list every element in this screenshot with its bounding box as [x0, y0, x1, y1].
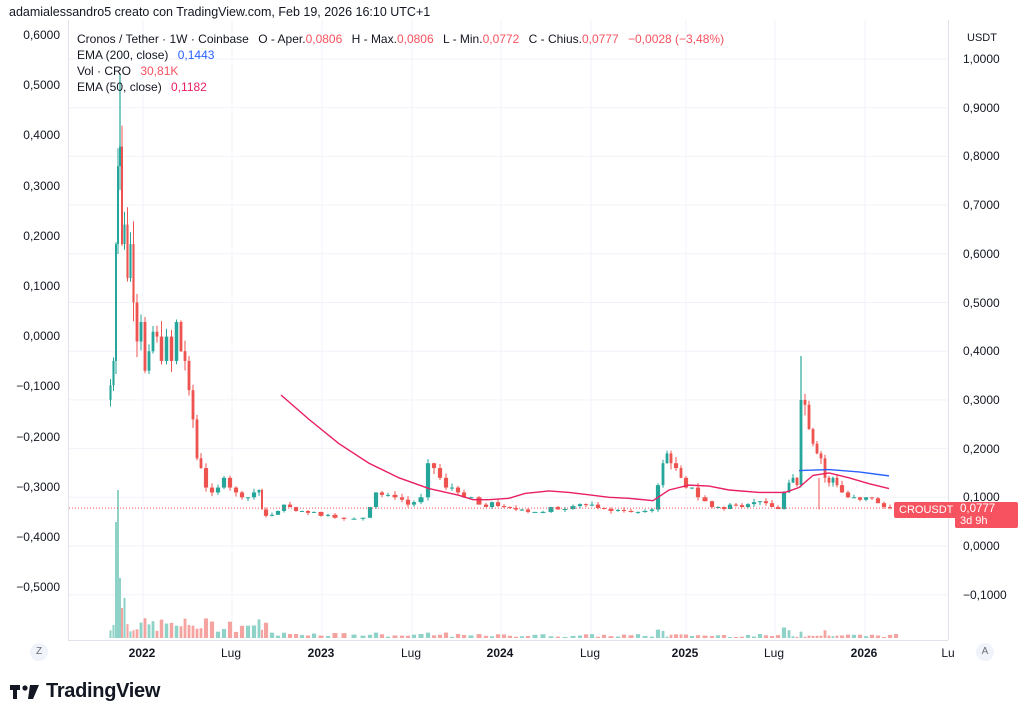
high-value: 0,0806: [396, 32, 434, 46]
ema50-row[interactable]: EMA (50, close) 0,1182: [77, 79, 724, 95]
time-axis-tick: 2025: [671, 646, 699, 660]
tradingview-logo[interactable]: TradingView: [10, 680, 160, 703]
ohlc-row: Cronos / Tether · 1W · Coinbase O - Aper…: [77, 31, 724, 47]
currency-unit-label: USDT: [967, 32, 997, 44]
left-axis-tick: 0,5000: [23, 78, 60, 93]
time-axis-tick: 2024: [486, 646, 514, 660]
tradingview-logo-icon: [10, 684, 39, 699]
bar-countdown: 3d 9h: [960, 515, 988, 527]
right-axis-tick: 0,4000: [963, 344, 1000, 359]
ema200-row[interactable]: EMA (200, close) 0,1443: [77, 47, 724, 63]
right-axis-tick: −0,1000: [963, 587, 1007, 602]
right-axis-tick: 1,0000: [963, 52, 1000, 66]
left-axis-tick: 0,2000: [23, 228, 60, 243]
close-label: C - Chius.: [528, 32, 582, 46]
left-axis-tick: −0,1000: [16, 379, 60, 394]
left-axis-tick: 0,4000: [23, 128, 60, 143]
chart-credit: adamialessandro5 creato con TradingView.…: [9, 5, 431, 19]
right-axis-tick: 0,9000: [963, 100, 1000, 115]
last-price-tag: 0,0777 3d 9h: [955, 502, 1018, 528]
ema200-label: EMA (200, close): [77, 48, 169, 62]
time-axis-tick: 2022: [128, 646, 156, 660]
ema200-value: 0,1443: [177, 48, 215, 62]
time-axis[interactable]: 2022 Lug 2023 Lug 2024 Lug 2025 Lug 2026 Lu: [68, 640, 955, 665]
right-axis-tick: 0,7000: [963, 198, 1000, 213]
left-axis-tick: −0,3000: [16, 479, 60, 494]
high-label: H - Max.: [351, 32, 397, 46]
symbol-price-tag: CROUSDT: [894, 502, 959, 518]
chart-legend: Cronos / Tether · 1W · Coinbase O - Aper…: [77, 31, 724, 95]
right-axis-tick: 0,2000: [963, 441, 1000, 456]
volume-value: 30,81K: [140, 64, 179, 78]
candlestick-chart: [69, 20, 949, 640]
ema50-label: EMA (50, close): [77, 80, 162, 94]
right-axis-tick: 0,0000: [963, 539, 1000, 553]
right-axis-tick: 0,1000: [963, 490, 1000, 505]
right-axis-tick: 0,3000: [963, 392, 1000, 407]
time-axis-tick: 2026: [850, 646, 878, 660]
left-axis-tick: 0,6000: [23, 28, 60, 42]
time-axis-tick: 2023: [307, 646, 335, 660]
left-price-axis[interactable]: 0,6000 0,5000 0,4000 0,3000 0,2000 0,1000 0,00…: [0, 20, 68, 640]
left-axis-tick: −0,5000: [16, 580, 60, 595]
low-value: 0,0772: [482, 32, 520, 46]
left-axis-tick: 0,1000: [23, 279, 60, 293]
right-price-axis[interactable]: USDT 1,0000 0,9000 0,8000 0,7000 0,6000 0,500…: [948, 20, 1015, 640]
time-axis-tick: Lu: [941, 646, 955, 660]
right-axis-tick: 0,8000: [963, 149, 1000, 164]
ema50-value: 0,1182: [171, 80, 207, 94]
left-axis-tick: −0,4000: [16, 530, 60, 544]
tradingview-logo-text: TradingView: [46, 680, 161, 702]
symbol-tag-label: CROUSDT: [899, 504, 954, 516]
auto-scale-button[interactable]: A: [976, 643, 994, 661]
zoom-reset-button[interactable]: Z: [30, 643, 48, 661]
change-value: −0,0028 (−3,48%): [628, 32, 725, 46]
last-price-value: 0,0777: [960, 503, 996, 515]
left-axis-tick: 0,0000: [23, 329, 60, 344]
chart-plot-area[interactable]: [68, 20, 949, 640]
time-axis-tick: Lug: [579, 646, 601, 660]
open-value: 0,0806: [305, 32, 343, 46]
time-axis-tick: Lug: [763, 646, 785, 660]
right-axis-tick: 0,6000: [963, 246, 1000, 261]
left-axis-tick: 0,3000: [23, 178, 60, 193]
symbol-title[interactable]: Cronos / Tether · 1W · Coinbase: [77, 32, 249, 46]
right-axis-tick: 0,5000: [963, 295, 1000, 310]
volume-label: Vol · CRO: [77, 64, 132, 78]
open-label: O - Aper.: [258, 32, 306, 46]
volume-row[interactable]: Vol · CRO 30,81K: [77, 63, 724, 79]
low-label: L - Min.: [443, 32, 483, 46]
left-axis-tick: −0,2000: [16, 429, 60, 444]
time-axis-tick: Lug: [220, 646, 242, 660]
close-value: 0,0777: [581, 32, 619, 46]
time-axis-tick: Lug: [400, 646, 422, 660]
